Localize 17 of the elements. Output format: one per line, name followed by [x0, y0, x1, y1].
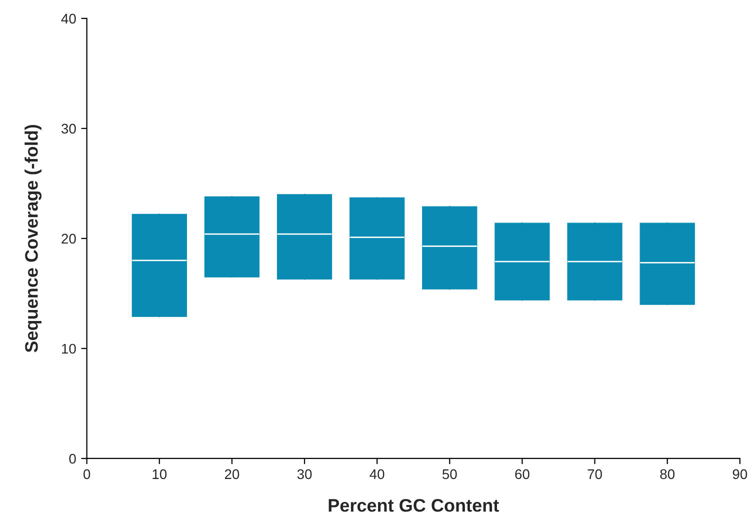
x-tick-label: 30	[297, 469, 312, 480]
x-tick-label: 60	[515, 469, 530, 480]
x-axis-title: Percent GC Content	[328, 498, 499, 512]
y-axis-title: Sequence Coverage (-fold)	[24, 124, 42, 352]
x-tick-label: 90	[732, 469, 748, 480]
x-tick-label: 40	[370, 469, 384, 480]
y-tick-label: 10	[62, 344, 76, 354]
x-tick-label: 10	[152, 469, 167, 480]
x-tick-label: 50	[442, 469, 457, 480]
x-tick-label: 70	[588, 469, 602, 480]
y-tick-label: 40	[61, 14, 76, 24]
y-tick-label: 0	[69, 454, 76, 464]
x-tick-label: 20	[224, 469, 240, 480]
x-tick-label: 0	[84, 469, 90, 480]
y-tick-label: 20	[62, 234, 76, 244]
x-tick-label: 80	[660, 469, 675, 480]
y-tick-label: 30	[61, 124, 76, 134]
